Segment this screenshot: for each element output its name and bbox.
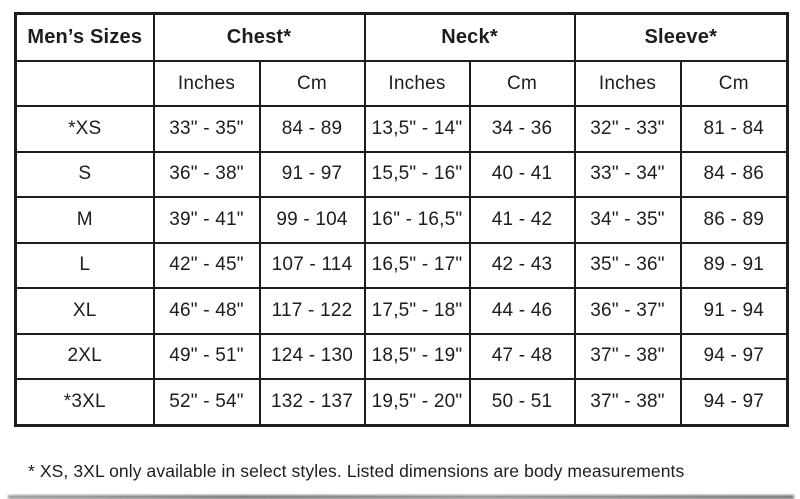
size-label-cell: *3XL bbox=[14, 378, 155, 426]
size-label-cell: XL bbox=[14, 287, 155, 335]
chest-inches-cell: 33" - 35" bbox=[152, 105, 261, 153]
neck-cm-cell: 40 - 41 bbox=[468, 150, 576, 198]
sleeve-inches-cell: 37" - 38" bbox=[573, 378, 682, 426]
neck-cm-cell: 34 - 36 bbox=[468, 105, 576, 153]
chest-cm-cell: 132 - 137 bbox=[258, 378, 366, 426]
neck-cm-header: Cm bbox=[468, 60, 576, 107]
mens-sizes-header: Men’s Sizes bbox=[14, 12, 155, 62]
sleeve-inches-cell: 37" - 38" bbox=[573, 332, 682, 380]
table-row-s: S 36" - 38" 91 - 97 15,5" - 16" 40 - 41 … bbox=[14, 150, 789, 198]
sleeve-cm-header: Cm bbox=[679, 60, 789, 107]
empty-header-cell bbox=[14, 60, 155, 107]
chest-cm-cell: 84 - 89 bbox=[258, 105, 366, 153]
neck-cm-cell: 41 - 42 bbox=[468, 196, 576, 244]
chest-cm-header: Cm bbox=[258, 60, 366, 107]
chest-cm-cell: 117 - 122 bbox=[258, 287, 366, 335]
neck-inches-cell: 16" - 16,5" bbox=[363, 196, 471, 244]
mens-size-chart-table: Men’s Sizes Chest* Neck* Sleeve* Inches … bbox=[14, 12, 790, 427]
size-label-cell: S bbox=[14, 150, 155, 198]
chest-inches-cell: 36" - 38" bbox=[152, 150, 261, 198]
chest-cm-cell: 124 - 130 bbox=[258, 332, 366, 380]
footnote: * XS, 3XL only available in select style… bbox=[28, 461, 685, 481]
size-label-cell: M bbox=[14, 196, 155, 244]
chest-cm-cell: 107 - 114 bbox=[258, 241, 366, 289]
neck-cm-cell: 42 - 43 bbox=[468, 241, 576, 289]
chest-inches-cell: 39" - 41" bbox=[152, 196, 261, 244]
sleeve-cm-cell: 91 - 94 bbox=[679, 287, 789, 335]
size-label-cell: *XS bbox=[14, 105, 155, 153]
sleeve-cm-cell: 89 - 91 bbox=[679, 241, 789, 289]
sleeve-cm-cell: 94 - 97 bbox=[679, 378, 789, 426]
chest-group-header: Chest* bbox=[152, 12, 366, 62]
neck-inches-cell: 18,5" - 19" bbox=[363, 332, 471, 380]
table-row-xl: XL 46" - 48" 117 - 122 17,5" - 18" 44 - … bbox=[14, 287, 789, 335]
neck-inches-header: Inches bbox=[363, 60, 471, 107]
sleeve-group-header: Sleeve* bbox=[573, 12, 789, 62]
sleeve-inches-cell: 32" - 33" bbox=[573, 105, 682, 153]
neck-inches-cell: 13,5" - 14" bbox=[363, 105, 471, 153]
neck-inches-cell: 19,5" - 20" bbox=[363, 378, 471, 426]
neck-inches-cell: 15,5" - 16" bbox=[363, 150, 471, 198]
neck-group-header: Neck* bbox=[363, 12, 576, 62]
chest-cm-cell: 91 - 97 bbox=[258, 150, 366, 198]
chest-inches-cell: 52" - 54" bbox=[152, 378, 261, 426]
table-row-2xl: 2XL 49" - 51" 124 - 130 18,5" - 19" 47 -… bbox=[14, 332, 789, 380]
sleeve-cm-cell: 81 - 84 bbox=[679, 105, 789, 153]
sleeve-inches-cell: 35" - 36" bbox=[573, 241, 682, 289]
table-row-xs: *XS 33" - 35" 84 - 89 13,5" - 14" 34 - 3… bbox=[14, 105, 789, 153]
chest-cm-cell: 99 - 104 bbox=[258, 196, 366, 244]
table-row-m: M 39" - 41" 99 - 104 16" - 16,5" 41 - 42… bbox=[14, 196, 789, 244]
bottom-crop-artifact bbox=[8, 495, 794, 499]
chest-inches-header: Inches bbox=[152, 60, 261, 107]
sleeve-cm-cell: 84 - 86 bbox=[679, 150, 789, 198]
neck-cm-cell: 47 - 48 bbox=[468, 332, 576, 380]
neck-inches-cell: 17,5" - 18" bbox=[363, 287, 471, 335]
chest-inches-cell: 42" - 45" bbox=[152, 241, 261, 289]
neck-inches-cell: 16,5" - 17" bbox=[363, 241, 471, 289]
neck-cm-cell: 44 - 46 bbox=[468, 287, 576, 335]
sleeve-inches-cell: 34" - 35" bbox=[573, 196, 682, 244]
table-row-3xl: *3XL 52" - 54" 132 - 137 19,5" - 20" 50 … bbox=[14, 378, 789, 426]
sleeve-inches-header: Inches bbox=[573, 60, 682, 107]
chest-inches-cell: 46" - 48" bbox=[152, 287, 261, 335]
table-unit-header-row: Inches Cm Inches Cm Inches Cm bbox=[14, 60, 789, 107]
chest-inches-cell: 49" - 51" bbox=[152, 332, 261, 380]
sleeve-cm-cell: 94 - 97 bbox=[679, 332, 789, 380]
sleeve-inches-cell: 33" - 34" bbox=[573, 150, 682, 198]
size-label-cell: 2XL bbox=[14, 332, 155, 380]
neck-cm-cell: 50 - 51 bbox=[468, 378, 576, 426]
sleeve-inches-cell: 36" - 37" bbox=[573, 287, 682, 335]
table-group-header-row: Men’s Sizes Chest* Neck* Sleeve* bbox=[14, 12, 789, 62]
size-label-cell: L bbox=[14, 241, 155, 289]
table-row-l: L 42" - 45" 107 - 114 16,5" - 17" 42 - 4… bbox=[14, 241, 789, 289]
sleeve-cm-cell: 86 - 89 bbox=[679, 196, 789, 244]
